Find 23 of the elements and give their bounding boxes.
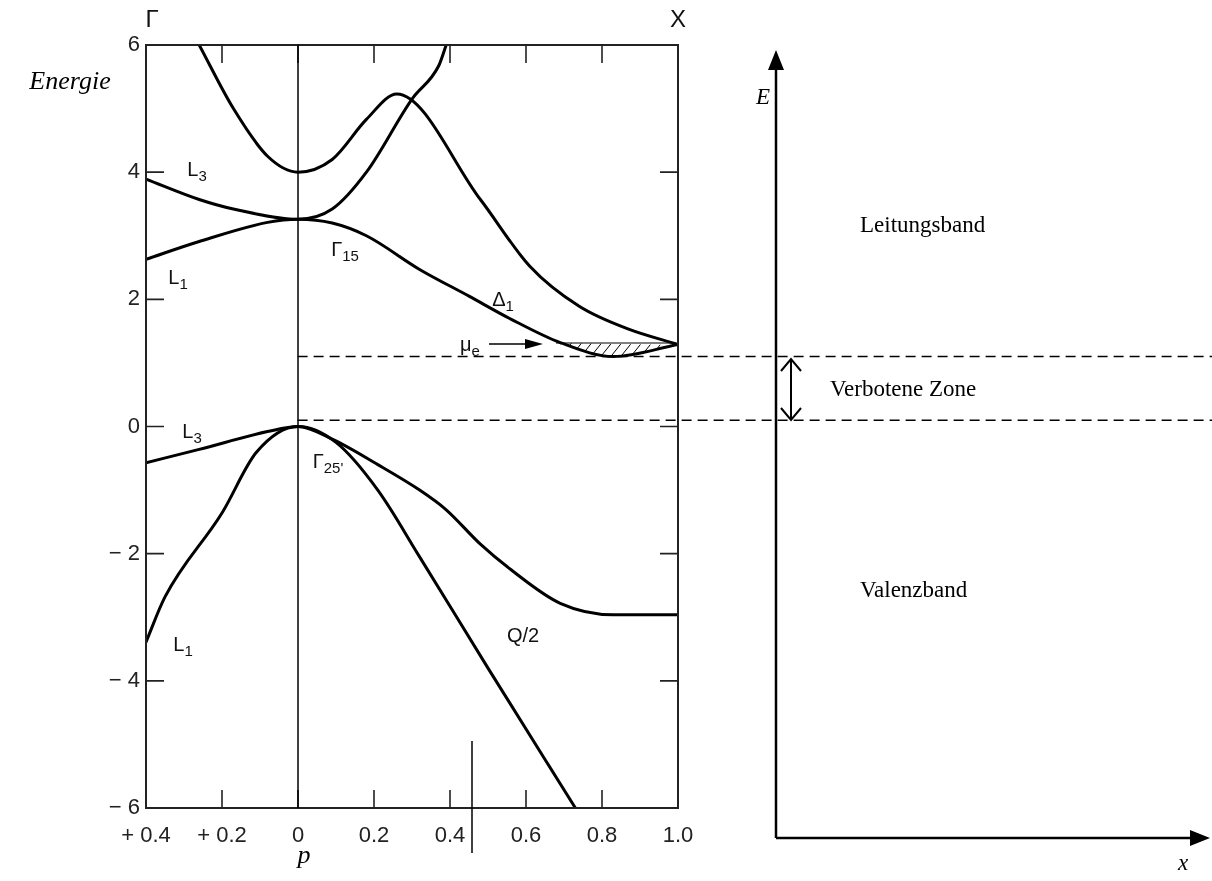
y-tick-label: − 4 — [108, 666, 140, 692]
x-tick-label: 0.8 — [586, 822, 618, 848]
text: E — [756, 84, 771, 110]
annotation: Q/2 — [506, 623, 540, 646]
text: Leitungsband — [860, 212, 986, 238]
y-tick-label: 4 — [127, 158, 140, 184]
text: X — [670, 4, 687, 32]
y-tick-label: − 6 — [108, 794, 140, 820]
text: Γ — [145, 4, 159, 32]
x-tick-label: 0.6 — [510, 822, 542, 848]
y-axis-title: Energie — [28, 65, 111, 95]
x-tick-label: + 0.4 — [121, 822, 171, 848]
y-tick-label: 6 — [127, 31, 140, 57]
text: Valenzband — [860, 577, 968, 603]
text: x — [1178, 850, 1189, 876]
text: Verbotene Zone — [830, 376, 977, 402]
x-tick-label: 0.4 — [434, 822, 466, 848]
x-tick-label: 0.2 — [358, 822, 390, 848]
y-tick-label: 0 — [127, 412, 140, 438]
y-tick-label: 2 — [127, 285, 140, 311]
x-tick-label: + 0.2 — [197, 822, 247, 848]
y-tick-label: − 2 — [108, 539, 140, 565]
x-tick-label: 1.0 — [662, 822, 694, 848]
